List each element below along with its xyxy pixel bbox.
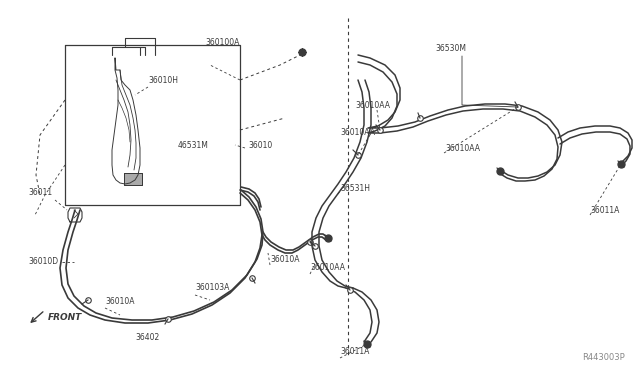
- Text: 36010D: 36010D: [28, 257, 58, 266]
- Bar: [124, 173, 142, 185]
- Text: 36010AA: 36010AA: [340, 128, 375, 137]
- Text: 36010H: 36010H: [148, 76, 178, 84]
- Text: FRONT: FRONT: [48, 314, 83, 323]
- Text: 360100A: 360100A: [205, 38, 239, 46]
- Text: 46531M: 46531M: [178, 141, 209, 150]
- Text: 36531H: 36531H: [340, 183, 370, 192]
- Text: 36010: 36010: [248, 141, 272, 150]
- Text: 36010AA: 36010AA: [355, 100, 390, 109]
- Text: 36010A: 36010A: [105, 298, 134, 307]
- Text: 36402: 36402: [136, 334, 160, 343]
- Text: 36011A: 36011A: [590, 205, 620, 215]
- Text: 36011: 36011: [28, 187, 52, 196]
- Text: 360103A: 360103A: [195, 283, 229, 292]
- Text: 36010AA: 36010AA: [310, 263, 345, 273]
- Text: 36530M: 36530M: [435, 44, 466, 52]
- Text: 36010AA: 36010AA: [445, 144, 480, 153]
- Text: R443003P: R443003P: [582, 353, 625, 362]
- Text: 36010A: 36010A: [270, 256, 300, 264]
- Text: 36011A: 36011A: [340, 347, 369, 356]
